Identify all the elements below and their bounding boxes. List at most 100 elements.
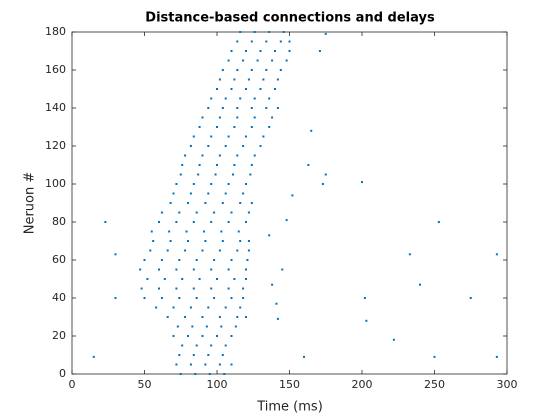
spike: [149, 249, 152, 252]
spike: [150, 230, 153, 233]
spike: [318, 50, 321, 52]
spike: [192, 287, 195, 290]
spike: [237, 230, 240, 233]
spike: [207, 306, 210, 309]
spike: [195, 211, 198, 214]
spike: [230, 211, 233, 214]
spike: [185, 230, 188, 233]
spike: [143, 297, 146, 299]
x-tick-label: 300: [497, 378, 518, 391]
spike: [285, 219, 288, 222]
spike: [201, 249, 204, 252]
spike: [224, 306, 227, 309]
spike: [230, 297, 233, 299]
spike: [210, 97, 213, 100]
spike: [189, 192, 192, 195]
spike: [230, 363, 233, 366]
spike: [210, 344, 213, 347]
spike: [307, 164, 310, 166]
spike: [207, 107, 210, 109]
y-tick-label: 20: [52, 329, 66, 342]
spike: [324, 32, 327, 35]
spike: [253, 97, 256, 100]
spike: [178, 354, 181, 356]
spike: [175, 268, 178, 271]
spike: [236, 249, 239, 252]
spike: [227, 183, 230, 185]
spike: [291, 194, 294, 197]
spike: [166, 249, 169, 252]
spike: [210, 268, 213, 271]
spike: [268, 126, 271, 128]
spike: [175, 221, 178, 223]
spike: [195, 344, 198, 347]
spike: [210, 135, 213, 138]
spike: [213, 259, 216, 261]
spike: [233, 164, 236, 166]
spike: [201, 154, 204, 157]
spike: [408, 253, 411, 256]
spike: [187, 202, 189, 204]
spike: [233, 78, 236, 81]
spike: [321, 183, 324, 185]
spike: [495, 253, 498, 256]
spike: [187, 240, 189, 242]
spike: [114, 297, 117, 299]
spike: [198, 164, 201, 166]
spike: [239, 240, 242, 242]
spike: [242, 145, 245, 147]
y-tick-label: 120: [45, 139, 66, 152]
spike: [184, 249, 187, 252]
spike: [250, 40, 253, 43]
spike: [214, 173, 217, 176]
spike: [155, 306, 158, 309]
spike: [230, 50, 233, 52]
spike: [271, 116, 274, 119]
spike: [189, 363, 192, 366]
spike: [178, 211, 181, 214]
spike: [201, 335, 204, 337]
x-tick-label: 50: [138, 378, 152, 391]
spike: [146, 278, 149, 280]
spike: [195, 259, 198, 261]
spike: [250, 107, 253, 109]
x-axis-label: Time (ms): [256, 400, 323, 415]
spike: [198, 126, 201, 128]
spike: [179, 173, 182, 176]
spike: [218, 363, 221, 366]
spike: [184, 154, 187, 157]
spike: [92, 355, 95, 358]
spike: [175, 183, 178, 185]
spike: [160, 297, 163, 299]
x-tick-label: 100: [207, 378, 228, 391]
spike: [245, 88, 247, 90]
spike: [236, 107, 239, 109]
spike: [192, 354, 195, 356]
spike: [192, 135, 195, 138]
spike: [250, 202, 253, 204]
x-tick-label: 250: [424, 378, 445, 391]
spike: [168, 230, 171, 233]
spike: [179, 373, 182, 375]
spike: [224, 97, 227, 100]
spike: [166, 316, 169, 318]
spike: [275, 302, 278, 305]
spike: [265, 40, 268, 43]
spike: [216, 278, 218, 280]
spike: [303, 355, 305, 358]
spike: [236, 154, 239, 157]
spike: [178, 297, 181, 299]
spike: [234, 325, 237, 328]
spike: [249, 173, 252, 176]
spike: [227, 287, 230, 290]
spike: [223, 373, 226, 375]
spike: [218, 154, 221, 157]
y-tick-label: 40: [52, 291, 66, 304]
spike: [245, 50, 247, 52]
spike: [181, 278, 184, 280]
spike: [288, 40, 291, 43]
spike: [169, 240, 172, 242]
spike: [279, 69, 282, 71]
spike: [250, 164, 253, 166]
spike: [262, 135, 265, 138]
